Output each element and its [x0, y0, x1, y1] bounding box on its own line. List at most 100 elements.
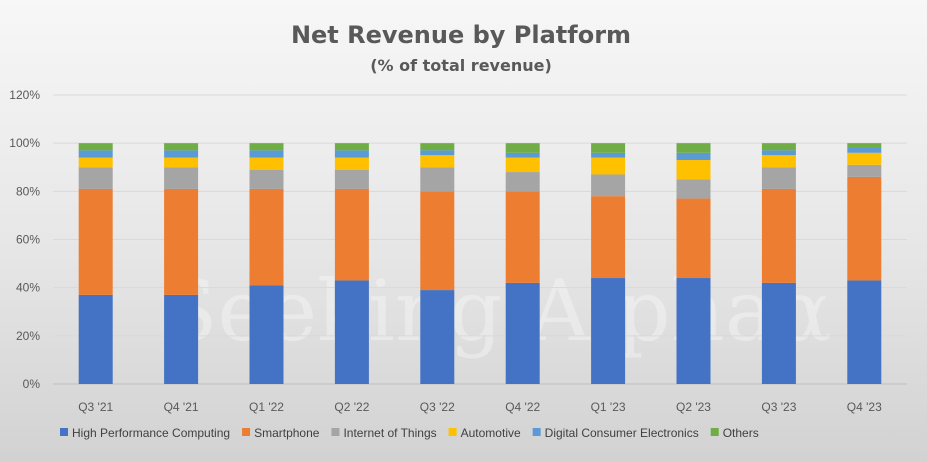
- legend-swatch: [710, 428, 719, 436]
- legend-label: Others: [723, 426, 759, 440]
- x-tick-label: Q4 '23: [847, 400, 882, 414]
- bar-segment: [591, 174, 626, 197]
- bar-segment: [591, 157, 626, 175]
- x-axis-ticks: Q3 '21 Q4 '21 Q1 '22 Q2 '22 Q3 '22 Q4 '22 Q1 '…: [78, 400, 882, 414]
- bar-segment: [676, 143, 711, 153]
- bar-segment: [676, 152, 711, 161]
- bar-segment: [334, 188, 369, 281]
- bar-segment: [761, 188, 796, 283]
- legend-swatch: [331, 428, 340, 436]
- legend-item: Digital Consumer Electronics: [532, 426, 699, 440]
- legend-label: Smartphone: [254, 426, 320, 440]
- y-tick-label: 20%: [16, 329, 40, 343]
- bar-segment: [249, 157, 284, 170]
- legend-swatch: [242, 428, 251, 436]
- bar-segment: [761, 143, 796, 151]
- x-tick-label: Q1 '23: [591, 400, 626, 414]
- bar-segment: [420, 191, 455, 291]
- bar-segment: [505, 172, 540, 192]
- bar-segment: [505, 157, 540, 173]
- bar-segment: [847, 164, 882, 177]
- bar-segment: [78, 294, 113, 384]
- bar-segment: [334, 169, 369, 189]
- bar-segment: [761, 150, 796, 156]
- bar-segment: [249, 150, 284, 158]
- y-tick-label: 100%: [9, 136, 40, 150]
- bar-segment: [164, 150, 199, 158]
- bar-segment: [78, 143, 113, 151]
- bar-segment: [334, 280, 369, 384]
- bar-segment: [334, 143, 369, 151]
- y-axis-ticks: 0% 20% 40% 60% 80% 100% 120%: [9, 88, 40, 391]
- x-tick-label: Q4 '22: [505, 400, 540, 414]
- legend-swatch: [448, 428, 457, 436]
- bar-segment: [847, 147, 882, 153]
- bar-segment: [78, 167, 113, 189]
- y-tick-label: 60%: [16, 233, 40, 247]
- bar-segment: [164, 294, 199, 384]
- y-tick-label: 0%: [23, 377, 41, 391]
- x-tick-label: Q2 '23: [676, 400, 711, 414]
- bar-segment: [249, 143, 284, 151]
- bar-segment: [591, 152, 626, 158]
- bar-segment: [676, 179, 711, 199]
- legend-item: Automotive: [448, 426, 521, 440]
- bar-segment: [420, 150, 455, 156]
- legend-label: Automotive: [461, 426, 521, 440]
- bar-segment: [761, 282, 796, 384]
- bar-segment: [420, 155, 455, 168]
- bar-segment: [420, 143, 455, 151]
- bar-segment: [164, 188, 199, 295]
- legend-item: Internet of Things: [331, 426, 437, 440]
- bar-segment: [847, 143, 882, 148]
- bar-segment: [78, 157, 113, 168]
- chart-title: Net Revenue by Platform: [291, 21, 631, 49]
- bar-segment: [676, 160, 711, 180]
- bar-segment: [847, 280, 882, 384]
- x-tick-label: Q4 '21: [164, 400, 199, 414]
- bar-segment: [505, 191, 540, 283]
- bar-segment: [847, 152, 882, 165]
- bar-segment: [420, 290, 455, 384]
- bar-segment: [505, 152, 540, 158]
- bar-segment: [334, 150, 369, 158]
- bar-segment: [676, 278, 711, 384]
- bar-segment: [591, 196, 626, 279]
- bar-segment: [164, 143, 199, 151]
- legend-item: Smartphone: [242, 426, 320, 440]
- x-tick-label: Q3 '21: [78, 400, 113, 414]
- legend-swatch: [532, 428, 541, 436]
- chart-subtitle: (% of total revenue): [370, 56, 552, 75]
- bar-segment: [505, 143, 540, 153]
- legend-swatch: [60, 428, 68, 436]
- bar-segment: [761, 155, 796, 168]
- bar-segment: [591, 278, 626, 384]
- bar-segment: [164, 167, 199, 189]
- x-tick-label: Q3 '23: [761, 400, 796, 414]
- bar-segment: [78, 150, 113, 158]
- bar-segment: [334, 157, 369, 170]
- y-tick-label: 120%: [9, 88, 40, 102]
- y-tick-label: 40%: [16, 281, 40, 295]
- legend-label: Digital Consumer Electronics: [545, 426, 699, 440]
- legend-label: High Performance Computing: [72, 426, 230, 440]
- x-tick-label: Q3 '22: [420, 400, 455, 414]
- bar-segment: [249, 169, 284, 189]
- bar-segment: [761, 167, 796, 189]
- bars: [78, 143, 882, 384]
- bar-segment: [78, 188, 113, 295]
- bar-segment: [847, 176, 882, 281]
- bar-segment: [420, 167, 455, 192]
- x-tick-label: Q2 '22: [334, 400, 369, 414]
- legend: High Performance Computing Smartphone Inte…: [60, 426, 759, 440]
- legend-label: Internet of Things: [343, 426, 436, 440]
- bar-segment: [591, 143, 626, 153]
- x-tick-label: Q1 '22: [249, 400, 284, 414]
- bar-segment: [249, 285, 284, 384]
- bar-segment: [676, 198, 711, 279]
- bar-segment: [249, 188, 284, 286]
- legend-item: Others: [710, 426, 759, 440]
- legend-item: High Performance Computing: [60, 426, 230, 440]
- bar-segment: [164, 157, 199, 168]
